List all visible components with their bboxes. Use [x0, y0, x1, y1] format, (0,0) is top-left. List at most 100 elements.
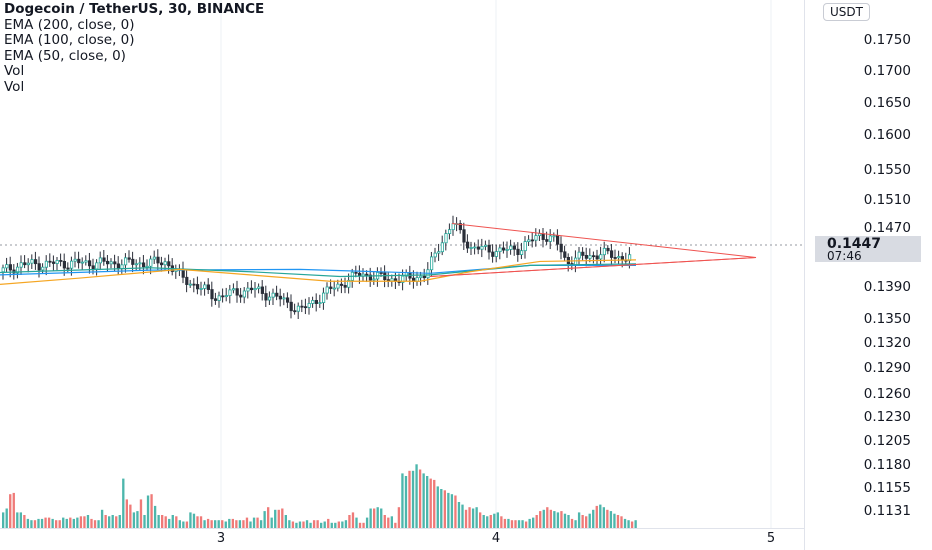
volume-bar [560, 511, 563, 528]
volume-bar [585, 516, 588, 528]
indicator-ema200-label[interactable]: EMA (200, close, 0) [4, 16, 135, 33]
candle-body [365, 273, 369, 276]
candle [109, 258, 113, 269]
candle-body [419, 275, 423, 279]
candle [372, 271, 376, 285]
candle-body [282, 297, 286, 300]
candle [447, 223, 452, 240]
candle-body [617, 256, 621, 259]
candle-body [264, 293, 268, 301]
indicator-ema50-label[interactable]: EMA (50, close, 0) [4, 47, 126, 64]
candle-body [599, 254, 603, 260]
volume-bar [411, 470, 415, 528]
volume-bar [327, 518, 330, 528]
price-axis[interactable]: USDT 0.1750 0.1700 0.1650 0.1600 0.1550 … [804, 0, 932, 550]
candle [228, 284, 232, 304]
volume-bar [563, 513, 567, 528]
candle-body [185, 276, 189, 285]
candle [145, 259, 149, 271]
candle-body [516, 248, 520, 255]
candle [437, 243, 441, 261]
volume-bar [5, 508, 8, 528]
volume-bar [394, 522, 397, 528]
time-axis[interactable]: 3 4 5 [0, 528, 804, 550]
candle [501, 241, 506, 254]
volume-bar [83, 516, 86, 528]
volume-bar [606, 509, 609, 528]
candle [170, 258, 174, 276]
indicator-vol-label[interactable]: Vol [4, 63, 25, 79]
volume-bar [58, 520, 61, 528]
candle-body [329, 286, 333, 289]
candle-body [249, 287, 254, 291]
volume-bar [510, 520, 514, 528]
volume-bar [503, 518, 507, 528]
volume-bar [69, 517, 72, 528]
candle [8, 256, 12, 278]
candle [617, 250, 621, 265]
candle [275, 285, 279, 301]
candle [188, 279, 192, 288]
candle [595, 249, 599, 266]
volume-bar [567, 515, 570, 528]
candle [559, 236, 563, 260]
candle [221, 288, 225, 303]
volume-bar [12, 492, 15, 528]
candle [584, 247, 589, 267]
candle-body [563, 251, 567, 258]
candle [41, 263, 45, 274]
candle-body [34, 259, 38, 265]
volume-bar [30, 520, 33, 528]
volume-bar [362, 522, 365, 528]
volume-bar [390, 516, 393, 528]
candle [141, 255, 146, 275]
candle [124, 253, 128, 273]
candle [52, 255, 56, 271]
indicator-ema100-label[interactable]: EMA (100, close, 0) [4, 32, 135, 48]
volume-bar [316, 520, 319, 528]
volume-bar [588, 513, 591, 528]
symbol-title[interactable]: Dogecoin / TetherUS, 30, BINANCE [4, 1, 265, 17]
candle-body [260, 286, 265, 294]
candle-body [584, 255, 589, 259]
candle [541, 227, 545, 248]
candle [267, 291, 272, 305]
candle-body [62, 260, 67, 269]
ema50-line [0, 259, 637, 285]
price-chart[interactable] [0, 0, 804, 528]
chart-pane[interactable]: Dogecoin / TetherUS, 30, BINANCE EMA (20… [0, 0, 804, 528]
candle [84, 255, 88, 266]
price-tick: 0.1155 [863, 480, 911, 496]
volume-bar [397, 507, 401, 528]
candle [55, 257, 59, 271]
volume-bar [72, 518, 75, 528]
volume-bar [298, 521, 302, 528]
candle [606, 245, 610, 255]
candle [213, 292, 218, 305]
candle [332, 280, 337, 297]
candle-body [447, 229, 452, 234]
volume-bar [323, 521, 326, 528]
candle-body [224, 295, 228, 297]
candle-body [267, 296, 272, 301]
indicator-vol2-label[interactable]: Vol [4, 78, 25, 95]
currency-button[interactable]: USDT [823, 3, 870, 21]
candle-body [429, 256, 434, 271]
candle-body [372, 278, 376, 281]
candle-body [458, 223, 463, 231]
candle [44, 255, 49, 276]
volume-bar [44, 517, 47, 528]
volume-bar [595, 505, 598, 528]
candle-body [149, 258, 153, 267]
candle-body [37, 263, 41, 271]
candle [419, 271, 423, 286]
candle [581, 247, 585, 261]
volume-bar [450, 494, 454, 528]
candle [498, 244, 502, 260]
candle [203, 281, 207, 296]
candle-body [192, 283, 196, 286]
candle [610, 244, 614, 266]
candle-body [138, 262, 142, 265]
candle [480, 238, 484, 258]
